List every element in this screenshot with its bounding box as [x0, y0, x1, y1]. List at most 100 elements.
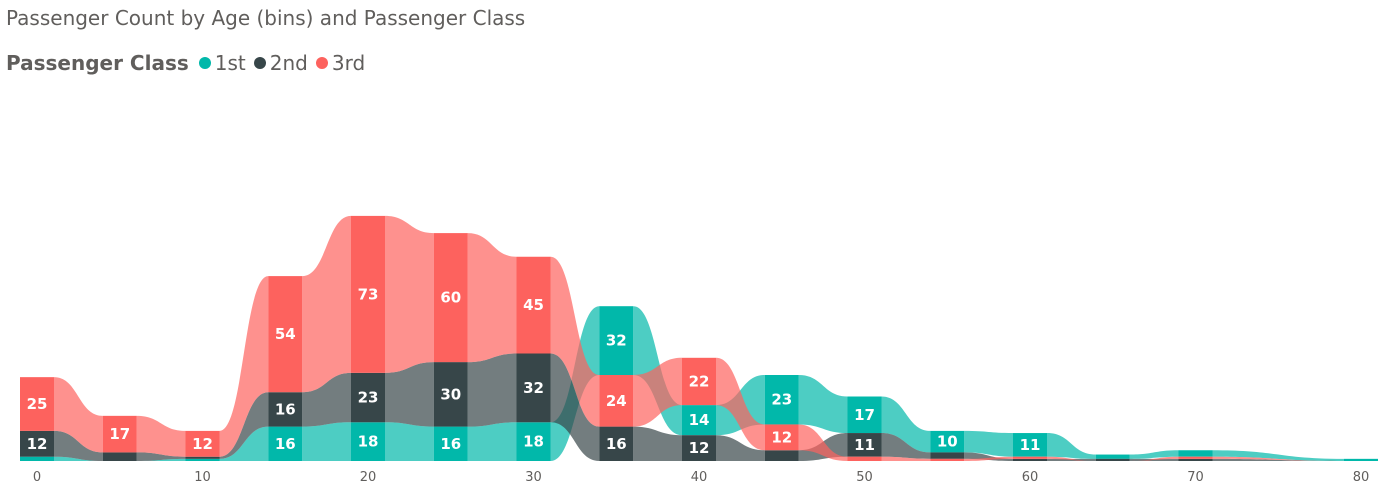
ribbon-1st[interactable]	[1129, 450, 1179, 459]
ribbon-3rd[interactable]	[467, 233, 517, 363]
bar-segment-1st[interactable]	[764, 375, 799, 425]
data-label: 45	[523, 296, 544, 314]
ribbons	[54, 215, 1345, 462]
bar-segment-2nd[interactable]	[516, 353, 551, 423]
bar-segment-3rd[interactable]	[847, 456, 882, 461]
ribbon-3rd[interactable]	[1047, 456, 1096, 461]
ribbon-3rd[interactable]	[633, 357, 682, 427]
bar-segment-1st[interactable]	[268, 426, 303, 461]
data-label: 11	[1020, 436, 1041, 454]
bar-segment-2nd[interactable]	[764, 450, 799, 461]
legend-label-2nd: 2nd	[269, 51, 308, 75]
ribbon-2nd[interactable]	[385, 362, 434, 427]
bar-segment-2nd[interactable]	[930, 452, 965, 459]
legend-dot-3rd-icon	[315, 57, 328, 69]
ribbon-1st[interactable]	[302, 422, 351, 461]
legend-dot-2nd-icon	[253, 57, 266, 69]
ribbon-2nd[interactable]	[54, 430, 103, 461]
bar-segment-2nd[interactable]	[682, 435, 716, 461]
ribbon-3rd[interactable]	[716, 357, 765, 451]
bar-segment-3rd[interactable]	[599, 375, 634, 427]
bar-segment-3rd[interactable]	[102, 415, 137, 453]
ribbon-2nd[interactable]	[716, 435, 765, 461]
ribbon-1st[interactable]	[1212, 450, 1345, 461]
bar-segment-2nd[interactable]	[20, 430, 54, 457]
bar-segment-2nd[interactable]	[433, 362, 468, 427]
bar-segment-2nd[interactable]	[1095, 458, 1130, 461]
legend-label-3rd: 3rd	[331, 51, 366, 75]
bar-segment-1st[interactable]	[433, 426, 468, 461]
ribbon-3rd[interactable]	[385, 215, 434, 373]
legend-item-2nd[interactable]: 2nd	[253, 51, 308, 75]
bar-segment-1st[interactable]	[682, 405, 716, 436]
bar-segment-3rd[interactable]	[20, 377, 54, 431]
bar-segment-1st[interactable]	[351, 422, 385, 461]
ribbon-1st[interactable]	[881, 396, 931, 453]
ribbon-3rd[interactable]	[798, 424, 848, 461]
ribbon-1st[interactable]	[136, 458, 186, 461]
bar-segment-3rd[interactable]	[268, 276, 303, 393]
bar-segment-1st[interactable]	[930, 430, 965, 453]
data-label: 73	[358, 285, 379, 303]
ribbon-1st[interactable]	[385, 422, 434, 461]
data-label: 17	[109, 425, 130, 443]
bar-segment-3rd[interactable]	[1013, 456, 1047, 459]
ribbon-1st[interactable]	[964, 430, 1013, 457]
ribbon-2nd[interactable]	[302, 372, 351, 427]
bar-segment-1st[interactable]	[599, 306, 634, 375]
bar-segment-3rd[interactable]	[682, 357, 716, 406]
ribbon-3rd[interactable]	[1129, 456, 1179, 461]
bar-segment-2nd[interactable]	[102, 452, 137, 461]
bar-segment-1st[interactable]	[1095, 454, 1130, 459]
legend-dot-1st-icon	[198, 57, 211, 69]
ribbon-1st[interactable]	[1047, 433, 1096, 459]
x-tick-label: 40	[691, 470, 708, 485]
bar-segment-1st[interactable]	[847, 396, 882, 434]
legend-item-3rd[interactable]: 3rd	[315, 51, 366, 75]
ribbon-3rd[interactable]	[54, 377, 103, 453]
ribbon-3rd[interactable]	[302, 215, 351, 393]
data-label: 25	[27, 395, 48, 413]
bar-segment-2nd[interactable]	[847, 433, 882, 457]
bar-segment-1st[interactable]	[1013, 433, 1047, 457]
data-label: 18	[358, 433, 379, 451]
ribbon-2nd[interactable]	[881, 433, 931, 459]
ribbon-3rd[interactable]	[1212, 456, 1345, 461]
ribbon-2nd[interactable]	[219, 392, 269, 459]
bar-segment-1st[interactable]	[1178, 450, 1213, 457]
bar-segment-2nd[interactable]	[1013, 458, 1047, 461]
bar-segment-3rd[interactable]	[351, 215, 385, 373]
bar-segment-3rd[interactable]	[433, 233, 468, 363]
bar-segment-3rd[interactable]	[185, 430, 220, 457]
bar-segment-2nd[interactable]	[1178, 458, 1213, 461]
bar-segment-2nd[interactable]	[185, 456, 220, 459]
ribbon-2nd[interactable]	[136, 452, 186, 461]
bar-segment-3rd[interactable]	[1178, 456, 1213, 459]
ribbon-3rd[interactable]	[964, 456, 1013, 461]
bar-segment-2nd[interactable]	[351, 372, 385, 423]
ribbon-1st[interactable]	[219, 426, 269, 461]
bars: 12 25 17 12 16 16 54 18 23 73 16 30 60 18 32 45 32 16 24 14…	[20, 215, 1378, 461]
bar-segment-1st[interactable]	[516, 422, 551, 461]
ribbon-2nd[interactable]	[467, 353, 517, 427]
ribbon-2nd[interactable]	[633, 426, 682, 461]
ribbon-1st[interactable]	[798, 375, 848, 434]
ribbon-3rd[interactable]	[136, 415, 186, 457]
ribbon-3rd[interactable]	[550, 256, 600, 427]
bar-segment-3rd[interactable]	[516, 256, 551, 354]
bar-segment-2nd[interactable]	[268, 392, 303, 427]
bar-segment-1st[interactable]	[20, 456, 54, 461]
bar-segment-3rd[interactable]	[930, 458, 965, 461]
legend-item-1st[interactable]: 1st	[198, 51, 246, 75]
ribbon-3rd[interactable]	[881, 456, 931, 461]
ribbon-2nd[interactable]	[1212, 458, 1345, 461]
ribbon-2nd[interactable]	[550, 353, 600, 462]
bar-segment-1st[interactable]	[1344, 458, 1378, 461]
data-label: 12	[27, 435, 48, 453]
bar-segment-3rd[interactable]	[764, 424, 799, 451]
bar-segment-2nd[interactable]	[599, 426, 634, 461]
ribbon-3rd[interactable]	[219, 276, 269, 457]
data-label: 60	[440, 289, 461, 307]
ribbon-1st[interactable]	[467, 422, 517, 461]
bar-segment-1st[interactable]	[185, 458, 220, 461]
